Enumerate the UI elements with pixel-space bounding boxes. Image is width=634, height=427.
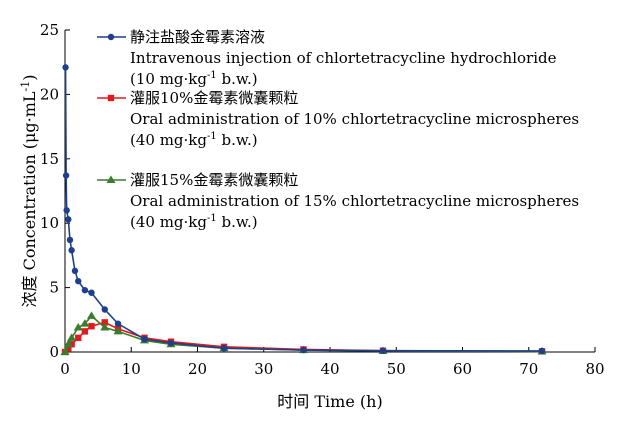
legend-marker [107,94,115,102]
series-layer [60,64,547,356]
x-axis-title: 时间 Time (h) [277,392,382,411]
x-tick-label: 80 [585,360,604,378]
legend: 静注盐酸金霉素溶液 Intravenous injection of chlort… [97,28,579,231]
x-tick-label: 50 [387,360,406,378]
y-tick-label: 20 [40,85,59,103]
x-tick-label: 70 [519,360,538,378]
data-point [87,311,96,319]
y-tick-label: 25 [40,21,59,39]
legend-name-zh: 灌服10%金霉素微囊颗粒 [130,89,298,107]
data-point [62,64,69,71]
x-tick-label: 30 [254,360,273,378]
x-tick-label: 40 [320,360,339,378]
data-point [62,172,70,179]
legend-name-en: Intravenous injection of chlortetracycli… [130,49,557,67]
legend-marker [107,33,115,41]
data-point [68,341,75,348]
y-axis-title-end: ) [20,75,39,81]
x-tick-label: 0 [60,360,70,378]
y-ticks: 0 5 10 15 20 25 [40,21,70,361]
legend-marker [106,175,116,183]
legend-dose: (10 mg·kg-1 b.w.) [130,70,258,88]
data-point [80,319,90,327]
data-point [71,267,79,275]
y-tick-label: 15 [40,150,59,168]
data-point [81,328,89,335]
legend-dose: (40 mg·kg-1 b.w.) [130,213,258,231]
data-point [63,207,70,214]
legend-name-zh: 静注盐酸金霉素溶液 [130,28,265,46]
data-point [141,335,148,343]
y-tick-label: 0 [49,343,59,361]
data-point [75,277,82,285]
y-axis-title: 浓度 Concentration (μg·mL-1) [19,75,39,308]
data-point [113,326,123,335]
axes: 0 10 20 30 40 50 60 70 80 0 5 10 15 20 25 [40,21,605,378]
x-tick-label: 20 [188,360,207,378]
legend-entry: 灌服15%金霉素微囊颗粒 Oral administration of 15% c… [97,171,579,231]
data-point [100,323,110,331]
data-point [88,289,95,296]
data-point [114,320,122,327]
data-point [65,344,72,352]
data-point [101,306,108,313]
data-point [88,323,95,330]
data-point [75,334,82,342]
data-point [60,347,70,355]
data-point [101,319,108,326]
y-axis-title-sup: -1 [19,81,32,92]
x-ticks: 0 10 20 30 40 50 60 70 80 [60,347,605,378]
x-tick-label: 60 [453,360,472,378]
data-point [220,344,228,352]
legend-dose: (40 mg·kg-1 b.w.) [130,131,258,149]
data-point [81,286,89,294]
series-circle [62,64,546,355]
data-point [68,247,75,254]
legend-entry: 灌服10%金霉素微囊颗粒 Oral administration of 10% c… [97,89,579,149]
y-tick-label: 10 [40,214,59,232]
data-point [65,216,72,223]
data-point [67,333,77,341]
data-point [167,339,175,347]
data-point [66,236,74,244]
data-point [379,347,387,354]
data-point [63,339,73,348]
data-point [538,347,546,355]
legend-name-en: Oral administration of 10% chlortetracyc… [130,110,579,128]
legend-name-en: Oral administration of 15% chlortetracyc… [130,192,579,210]
y-tick-label: 5 [49,279,59,297]
legend-entry: 静注盐酸金霉素溶液 Intravenous injection of chlort… [97,28,557,88]
x-tick-label: 10 [122,360,141,378]
data-point [73,323,83,331]
legend-name-zh: 灌服15%金霉素微囊颗粒 [130,171,298,189]
data-point [300,346,307,354]
y-axis-title-main: 浓度 Concentration (μg·mL [20,91,39,307]
